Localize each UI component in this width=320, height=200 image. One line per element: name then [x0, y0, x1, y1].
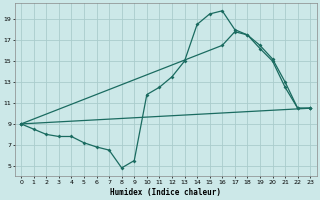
X-axis label: Humidex (Indice chaleur): Humidex (Indice chaleur) — [110, 188, 221, 197]
